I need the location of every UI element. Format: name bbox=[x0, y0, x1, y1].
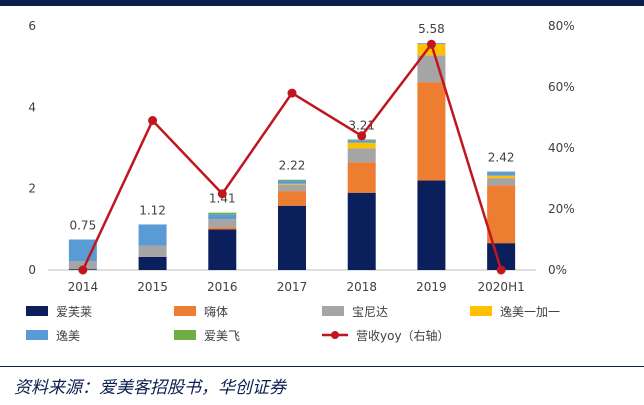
bar-segment bbox=[417, 180, 446, 270]
legend-swatch bbox=[26, 306, 48, 316]
bar-segment bbox=[278, 180, 306, 184]
bar-segment bbox=[278, 183, 306, 185]
total-label: 2.42 bbox=[488, 151, 515, 165]
legend-label: 爱芙莱 bbox=[56, 305, 92, 319]
legend-swatch bbox=[174, 330, 196, 340]
legend-swatch bbox=[322, 306, 344, 316]
x-tick-label: 2019 bbox=[416, 280, 447, 294]
legend-label: 宝尼达 bbox=[352, 305, 388, 319]
y-right-tick-label: 60% bbox=[548, 80, 575, 94]
bar-segment bbox=[417, 43, 446, 56]
legend-label: 爱美飞 bbox=[204, 329, 240, 343]
total-label: 1.41 bbox=[209, 192, 236, 206]
source-footer: 资料来源：爱美客招股书，华创证券 bbox=[0, 366, 644, 405]
bar-segment bbox=[278, 205, 306, 270]
bar-segment bbox=[347, 148, 376, 163]
bar-segment bbox=[208, 219, 237, 228]
x-tick-label: 2018 bbox=[346, 280, 377, 294]
bar-segment bbox=[417, 82, 446, 181]
top-border bbox=[0, 0, 644, 6]
y-right-tick-label: 20% bbox=[548, 202, 575, 216]
bar-segment bbox=[278, 184, 306, 192]
yoy-point bbox=[357, 131, 367, 141]
yoy-point bbox=[426, 39, 436, 49]
bar-segment bbox=[278, 191, 306, 206]
bar-segment bbox=[487, 185, 516, 244]
x-tick-label: 2016 bbox=[207, 280, 238, 294]
legend-swatch bbox=[26, 330, 48, 340]
y-right-tick-label: 80% bbox=[548, 19, 575, 33]
bar-segment bbox=[347, 140, 376, 143]
source-text: 资料来源：爱美客招股书，华创证券 bbox=[14, 378, 286, 398]
bar-segment bbox=[138, 224, 167, 246]
y-left-tick-label: 4 bbox=[28, 100, 36, 114]
y-left-tick-label: 0 bbox=[28, 263, 36, 277]
x-tick-label: 2020H1 bbox=[478, 280, 525, 294]
bar-segment bbox=[208, 212, 237, 215]
x-tick-label: 2017 bbox=[277, 280, 308, 294]
legend-line-marker bbox=[331, 331, 339, 339]
legend-label: 营收yoy（右轴） bbox=[356, 328, 450, 343]
yoy-point bbox=[148, 116, 158, 126]
bar-segment bbox=[278, 179, 306, 181]
bar-segment bbox=[487, 171, 516, 176]
bar-segment bbox=[68, 261, 97, 270]
bar-segment bbox=[487, 175, 516, 179]
legend-label: 逸美一加一 bbox=[500, 305, 560, 319]
x-tick-label: 2014 bbox=[68, 280, 99, 294]
legend-label: 嗨体 bbox=[204, 305, 228, 319]
bar-segment bbox=[487, 178, 516, 186]
bar-segment bbox=[208, 229, 237, 270]
legend-swatch bbox=[470, 306, 492, 316]
total-label: 0.75 bbox=[69, 219, 96, 233]
bar-segment bbox=[347, 162, 376, 193]
y-left-tick-label: 6 bbox=[28, 19, 36, 33]
bar-segment bbox=[347, 142, 376, 149]
bar-segment bbox=[347, 192, 376, 270]
y-right-tick-label: 40% bbox=[548, 141, 575, 155]
bar-segment bbox=[138, 256, 167, 270]
total-label: 2.22 bbox=[279, 159, 306, 173]
total-label: 5.58 bbox=[418, 22, 445, 36]
y-left-tick-label: 2 bbox=[28, 182, 36, 196]
yoy-point bbox=[217, 189, 227, 199]
bar-segment bbox=[208, 214, 237, 220]
bar-segment bbox=[138, 245, 167, 257]
legend-swatch bbox=[174, 306, 196, 316]
chart: 02460%20%40%60%80%20140.7520151.1220161.… bbox=[26, 19, 575, 343]
yoy-point bbox=[78, 265, 88, 275]
legend-label: 逸美 bbox=[56, 329, 80, 343]
total-label: 1.12 bbox=[139, 203, 166, 217]
x-tick-label: 2015 bbox=[137, 280, 168, 294]
y-right-tick-label: 0% bbox=[548, 263, 567, 277]
yoy-point bbox=[496, 265, 506, 275]
bar-segment bbox=[208, 227, 237, 230]
yoy-point bbox=[287, 88, 297, 98]
